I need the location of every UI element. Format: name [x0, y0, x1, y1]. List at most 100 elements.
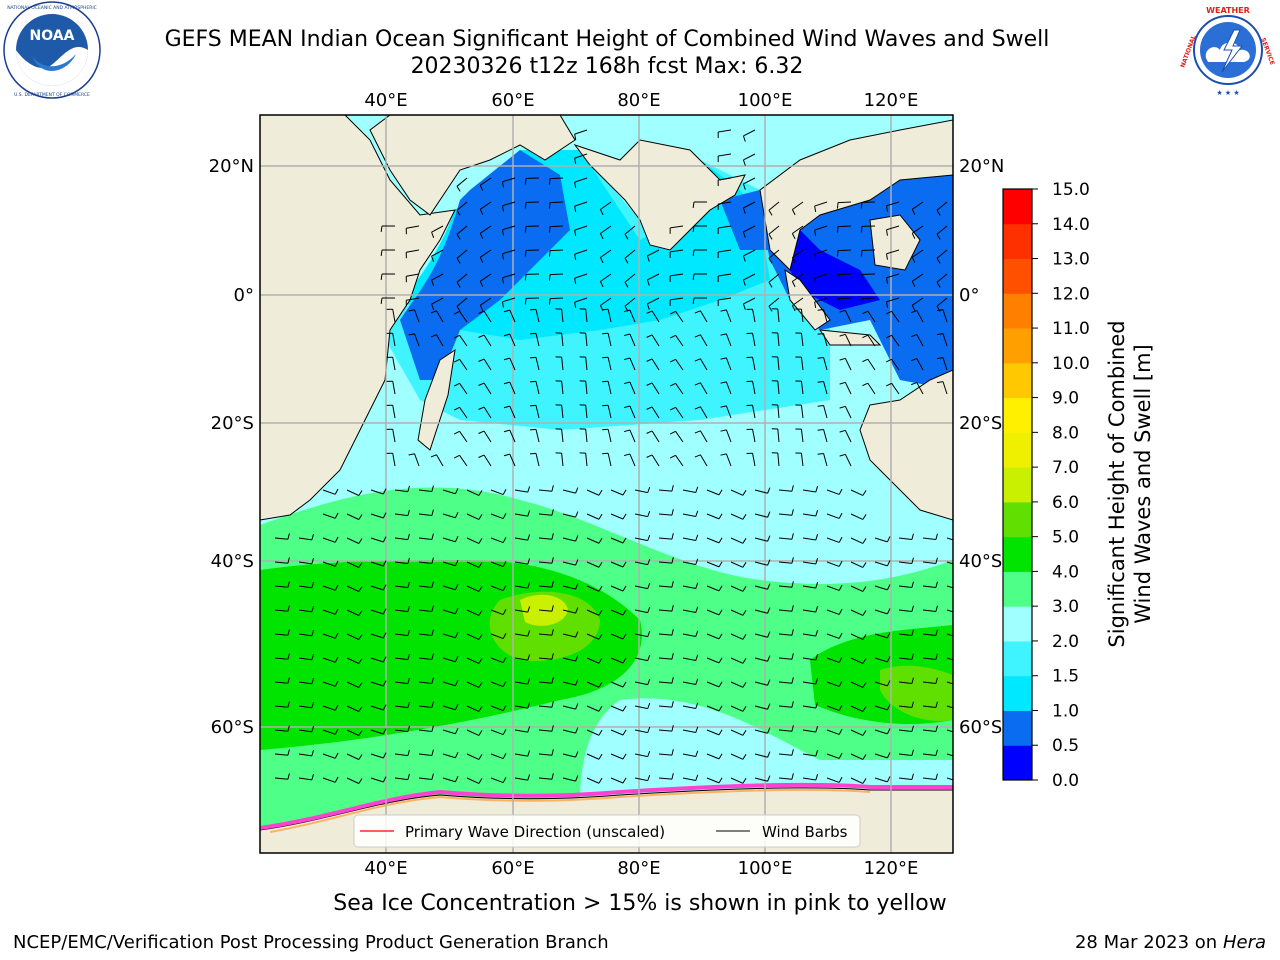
wind-barb-flag [527, 486, 531, 493]
wind-barb [274, 753, 288, 756]
wind-barb [706, 489, 720, 496]
wind-barb [768, 201, 780, 211]
wind-barb [706, 537, 720, 544]
wind-barb-flag [767, 487, 771, 494]
wind-barb-flag [791, 581, 794, 588]
wind-barb [442, 513, 456, 519]
wind-barb [800, 357, 804, 371]
wind-barb [459, 455, 468, 467]
wind-barb [624, 273, 636, 283]
wind-barb [898, 561, 912, 565]
wind-barb [675, 455, 684, 467]
wind-barb [802, 681, 816, 685]
wind-barb-flag [574, 302, 577, 309]
wind-barb-flag [742, 255, 746, 262]
colorbar: 0.0 0.5 1.0 1.5 2.0 3.0 4.0 5.0 6.0 7.0 8.0 9.0 10.0… [1003, 180, 1090, 791]
wind-barb [346, 753, 359, 760]
contour-0-0m-seas [770, 220, 880, 310]
wind-barb [585, 429, 588, 443]
wind-barb-flag [959, 536, 962, 541]
colorbar-segment [1003, 675, 1032, 711]
wind-barb [483, 382, 492, 395]
wind-barb [322, 585, 336, 591]
wind-barb-flag [742, 135, 746, 142]
wind-barb [514, 513, 528, 517]
wind-barb-flag [524, 178, 527, 185]
wind-barb [936, 297, 948, 307]
wind-barb [322, 633, 336, 639]
wind-barb-flag [839, 405, 846, 409]
wind-barb-flag [623, 453, 631, 457]
wind-barb [922, 753, 936, 757]
wind-barb [586, 705, 600, 712]
wind-barb-flag [456, 258, 461, 264]
wind-barb [514, 729, 528, 733]
wind-barb-flag [478, 658, 483, 664]
wind-barb [629, 357, 636, 371]
wind-barb-flag [453, 454, 460, 459]
wind-barb [466, 681, 480, 688]
wind-barb [298, 609, 312, 613]
wind-barb-flag [838, 512, 843, 519]
left-tick-label: 20°S [211, 413, 254, 434]
wind-barb [509, 405, 516, 419]
wind-barb-flag [839, 453, 846, 457]
wind-barb [837, 201, 852, 204]
wind-barb-flag [695, 726, 699, 733]
wind-barb [502, 177, 516, 183]
wind-barb-flag [886, 752, 891, 759]
wind-barb-flag [815, 558, 819, 565]
wind-barb-flag [430, 310, 437, 314]
wind-barb [634, 609, 648, 614]
wind-barb [466, 753, 480, 760]
wind-barb [514, 609, 528, 613]
wind-barb-flag [839, 309, 846, 313]
wind-barb-flag [862, 514, 867, 520]
wind-barb [392, 357, 396, 371]
wind-barb [436, 334, 444, 347]
wind-barb [274, 537, 288, 540]
wind-barb [502, 201, 516, 207]
wind-barb [586, 657, 600, 664]
wind-barb [725, 429, 732, 443]
wind-barb [370, 585, 384, 591]
wind-barb [754, 609, 768, 614]
wind-barb [730, 609, 744, 616]
wind-barb [682, 585, 696, 589]
wind-barb [418, 633, 432, 636]
wind-barb [538, 729, 552, 732]
wind-barb [586, 729, 600, 736]
wind-barb-flag [647, 534, 651, 541]
wind-barb [898, 705, 912, 709]
wind-barb-flag [742, 705, 747, 712]
wind-barb-flag [767, 703, 771, 710]
wind-barb [346, 585, 359, 592]
wind-barb [898, 657, 912, 661]
wind-barb [823, 357, 828, 371]
map-frame [259, 114, 954, 854]
wind-barb [274, 609, 288, 612]
wind-barb [946, 681, 953, 685]
wind-barb [274, 585, 288, 588]
wind-barb-flag [358, 490, 363, 496]
wind-barb-flag [478, 682, 483, 688]
wind-barb [585, 309, 588, 323]
wind-barb-flag [574, 158, 577, 165]
wind-barb [394, 657, 408, 661]
wind-barb-flag [527, 726, 531, 733]
wind-barb [916, 334, 924, 347]
wind-barb [658, 513, 672, 516]
wind-barb [586, 681, 600, 688]
wind-barb [370, 633, 384, 639]
wind-barb [610, 537, 624, 544]
wind-barb [562, 585, 576, 590]
wind-barb [800, 381, 804, 395]
wind-barb-flag [791, 509, 794, 516]
wind-barb [538, 513, 552, 516]
wind-barb-flag [287, 533, 290, 540]
wind-barb [535, 381, 540, 395]
wind-barb [370, 705, 384, 711]
wind-barb [874, 561, 888, 567]
wind-barb [562, 705, 576, 710]
wind-barb [916, 382, 924, 395]
